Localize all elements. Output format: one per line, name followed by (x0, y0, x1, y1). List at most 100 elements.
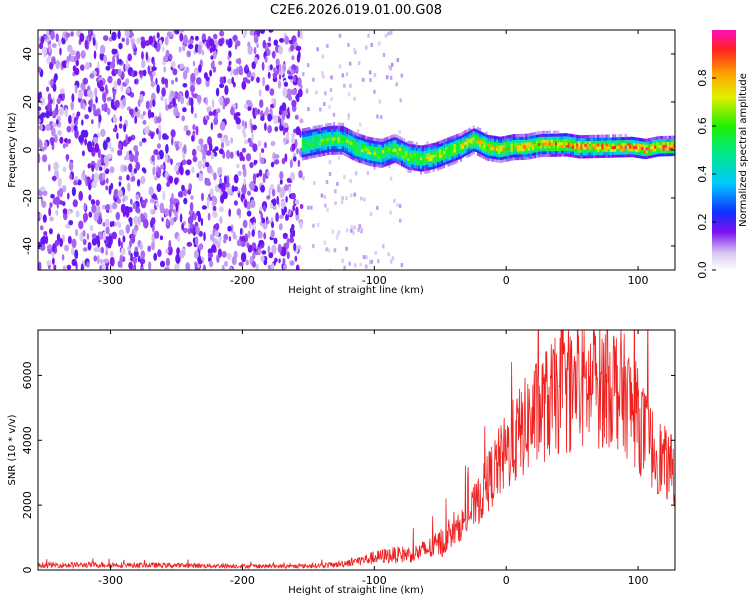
spectrogram-signal-cell (354, 158, 357, 162)
snr-y-axis-label: SNR (10 * v/v) (7, 414, 18, 485)
spectrogram-signal-cell (472, 131, 475, 135)
spectrogram-noise-cell (201, 49, 205, 56)
spectrogram-signal-cell (612, 134, 615, 138)
spectrogram-signal-cell (318, 130, 321, 134)
spectrogram-noise-cell (260, 255, 265, 262)
spectrogram-signal-cell (523, 133, 526, 137)
spectrogram-signal-cell (358, 133, 361, 137)
spectrogram-signal-cell (462, 154, 465, 158)
spectrogram-signal-cell (352, 154, 355, 158)
spectrogram-faint-cell (341, 258, 344, 263)
spectrogram-noise-cell (194, 236, 199, 246)
spectrogram-signal-cell (538, 134, 541, 138)
spectrogram-signal-cell (529, 132, 532, 137)
spectrogram-noise-cell (148, 261, 152, 270)
spectrogram-noise-cell (67, 235, 72, 245)
spectrogram-noise-cell (236, 66, 239, 76)
spectrogram-signal-cell (449, 159, 452, 163)
spectrogram-signal-cell (533, 134, 537, 139)
spectrogram-signal-cell (495, 141, 499, 146)
spectrogram-signal-cell (464, 141, 467, 145)
spectrogram-signal-cell (369, 163, 372, 167)
spectrogram-noise-cell (295, 45, 302, 52)
spectrogram-signal-cell (614, 134, 617, 138)
spectrogram-faint-cell (350, 228, 353, 233)
spectrogram-noise-cell (197, 44, 202, 55)
spectrogram-signal-cell (358, 156, 361, 160)
spectrogram-signal-cell (337, 145, 340, 149)
spectrogram-noise-cell (226, 175, 230, 184)
spectrogram-faint-cell (340, 200, 344, 204)
spectrogram-signal-cell (557, 150, 560, 154)
spectrogram-signal-cell (371, 143, 374, 147)
spectrogram-noise-cell (183, 197, 188, 205)
spectrogram-signal-cell (350, 141, 353, 145)
spectrogram-signal-cell (436, 147, 439, 151)
spectrogram-signal-cell (377, 138, 380, 142)
spectrogram-noise-cell (191, 135, 195, 142)
spectrogram-signal-cell (599, 143, 602, 147)
spectrogram-noise-cell (259, 99, 264, 108)
spectrogram-signal-cell (527, 150, 530, 154)
spectrogram-noise-cell (247, 230, 251, 239)
spectrogram-signal-cell (502, 142, 505, 146)
spectrogram-noise-cell (94, 142, 100, 153)
spectrogram-faint-cell (330, 75, 333, 80)
spectrogram-signal-cell (546, 133, 549, 137)
spectrogram-signal-cell (449, 153, 452, 158)
spectrogram-signal-cell (639, 146, 642, 150)
spectrogram-signal-cell (400, 140, 404, 144)
spectrogram-signal-cell (635, 145, 638, 150)
spectrogram-signal-cell (400, 157, 404, 161)
spectrogram-signal-cell (398, 159, 401, 163)
spectrogram-signal-cell (396, 158, 399, 162)
colorbar: 0.00.20.40.60.8 Normalized spectral ampl… (696, 30, 749, 279)
spectrogram-signal-cell (386, 148, 389, 152)
spectrogram-noise-cell (246, 242, 250, 248)
spectrogram-signal-cell (344, 144, 347, 148)
spectrogram-faint-cell (365, 255, 368, 260)
spectrogram-noise-cell (105, 84, 108, 93)
spectrogram-signal-cell (470, 132, 473, 136)
spectrogram-signal-cell (588, 143, 591, 147)
spectrogram-signal-cell (609, 137, 612, 141)
snr-y-tick-label: 6000 (21, 361, 34, 389)
spectrogram-signal-cell (403, 158, 406, 162)
spectrogram-signal-cell (540, 153, 543, 158)
spectrogram-signal-cell (647, 149, 650, 153)
spectrogram-noise-cell (258, 231, 263, 239)
spectrogram-signal-cell (377, 141, 380, 145)
spectrogram-noise-cell (258, 239, 264, 246)
spectrogram-signal-cell (546, 153, 549, 157)
spectrogram-faint-cell (326, 207, 329, 212)
spectrogram-noise-cell (84, 39, 88, 50)
spectrogram-signal-cell (550, 136, 553, 140)
spectrogram-signal-cell (470, 146, 473, 150)
spectrogram-noise-cell (162, 190, 166, 201)
spectrogram-noise-cell (137, 216, 141, 226)
spectrogram-signal-cell (569, 136, 572, 140)
spectrogram-signal-cell (637, 154, 640, 159)
spectrogram-signal-cell (622, 139, 625, 143)
spectrogram-signal-cell (339, 122, 342, 126)
spectrogram-noise-cell (67, 192, 70, 200)
spectrogram-signal-cell (510, 140, 513, 144)
spectrogram-signal-cell (514, 134, 518, 138)
spectrogram-signal-cell (567, 139, 570, 143)
spectrogram-noise-cell (205, 150, 212, 156)
spectrogram-noise-cell (148, 186, 154, 196)
spectrogram-signal-cell (445, 152, 448, 156)
spectrogram-signal-cell (523, 153, 526, 158)
spectrogram-signal-cell (441, 148, 444, 152)
spectrogram-noise-cell (139, 242, 144, 251)
spectrogram-signal-cell (612, 145, 615, 150)
spectrogram-signal-cell (407, 163, 410, 167)
spectrogram-signal-cell (354, 135, 357, 139)
spectrogram-noise-cell (40, 97, 45, 106)
spectrogram-noise-cell (179, 32, 184, 42)
spectrogram-signal-cell (548, 130, 551, 134)
spectrogram-signal-cell (388, 144, 391, 148)
spectrogram-signal-cell (434, 142, 437, 146)
spectrogram-signal-cell (455, 160, 458, 164)
spectrogram-signal-cell (519, 151, 522, 155)
